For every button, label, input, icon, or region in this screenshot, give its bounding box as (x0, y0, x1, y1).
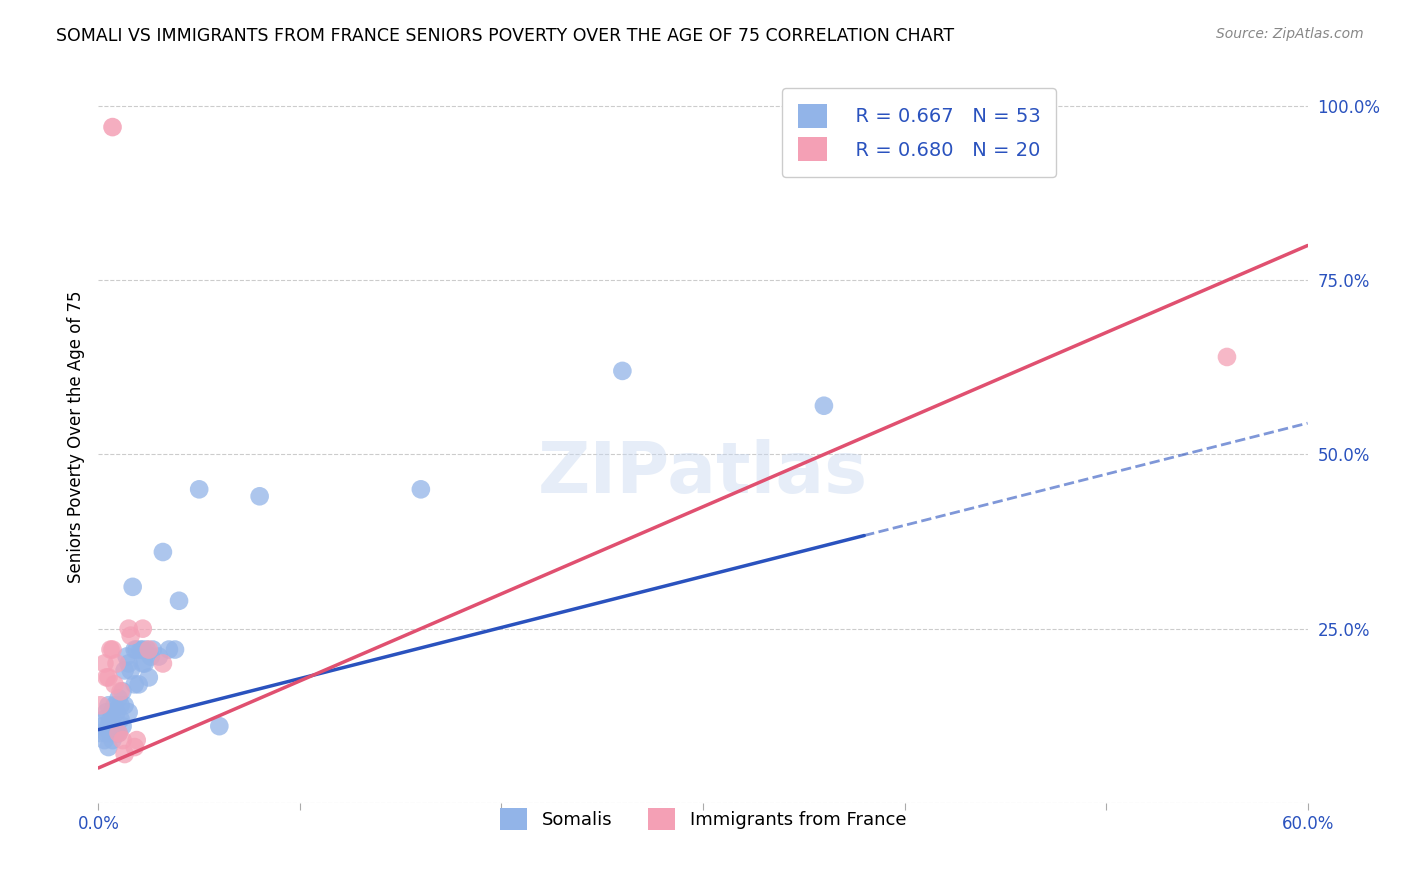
Point (105, 726, 128, 740)
Point (125, 733, 148, 747)
Text: SOMALI VS IMMIGRANTS FROM FRANCE SENIORS POVERTY OVER THE AGE OF 75 CORRELATION : SOMALI VS IMMIGRANTS FROM FRANCE SENIORS… (56, 27, 955, 45)
Point (96, 726, 118, 740)
Point (1216, 350, 1239, 364)
Point (157, 642, 180, 657)
Point (105, 705, 128, 719)
Point (124, 677, 146, 691)
Point (93, 657, 115, 671)
Point (107, 726, 129, 740)
Point (97, 698, 120, 713)
Point (129, 642, 152, 657)
Y-axis label: Seniors Poverty Over the Age of 75: Seniors Poverty Over the Age of 75 (66, 291, 84, 583)
Point (89, 726, 111, 740)
Legend: Somalis, Immigrants from France: Somalis, Immigrants from France (492, 801, 914, 838)
Point (110, 712, 132, 726)
Point (101, 642, 124, 657)
Point (813, 399, 835, 413)
Point (93, 712, 115, 726)
Point (100, 642, 122, 657)
Text: ZIPatlas: ZIPatlas (538, 439, 868, 508)
Point (93, 733, 115, 747)
Point (100, 712, 122, 726)
Point (118, 705, 141, 719)
Point (125, 642, 148, 657)
Point (132, 642, 155, 657)
Point (101, 733, 124, 747)
Point (100, 726, 122, 740)
Point (249, 489, 271, 503)
Point (128, 677, 150, 691)
Point (167, 594, 190, 608)
Point (152, 545, 174, 559)
Point (121, 580, 143, 594)
Point (139, 649, 162, 664)
Point (97, 670, 120, 684)
Point (124, 642, 146, 657)
Text: Source: ZipAtlas.com: Source: ZipAtlas.com (1216, 27, 1364, 41)
Point (120, 664, 142, 678)
Point (115, 649, 138, 664)
Point (114, 664, 136, 678)
Point (409, 483, 432, 497)
Point (148, 649, 170, 664)
Point (91, 719, 114, 733)
Point (132, 657, 155, 671)
Point (163, 642, 186, 657)
Point (101, 705, 124, 719)
Point (103, 719, 125, 733)
Point (124, 740, 146, 755)
Point (96, 670, 118, 684)
Point (135, 642, 157, 657)
Point (107, 726, 129, 740)
Point (152, 657, 174, 671)
Point (107, 691, 129, 706)
Point (138, 670, 160, 684)
Point (111, 684, 134, 698)
Point (114, 747, 136, 761)
Point (134, 657, 156, 671)
Point (97, 740, 120, 755)
Point (103, 698, 125, 713)
Point (118, 622, 141, 636)
Point (118, 657, 141, 671)
Point (105, 657, 128, 671)
Point (110, 684, 132, 698)
Point (120, 629, 142, 643)
Point (97, 719, 120, 733)
Point (89, 698, 111, 713)
Point (111, 719, 134, 733)
Point (114, 698, 136, 713)
Point (110, 698, 132, 713)
Point (612, 364, 634, 378)
Point (111, 733, 134, 747)
Point (138, 642, 160, 657)
Point (96, 705, 118, 719)
Point (101, 120, 124, 134)
Point (132, 622, 155, 636)
Point (142, 642, 165, 657)
Point (103, 677, 125, 691)
Point (188, 483, 211, 497)
Point (208, 719, 231, 733)
